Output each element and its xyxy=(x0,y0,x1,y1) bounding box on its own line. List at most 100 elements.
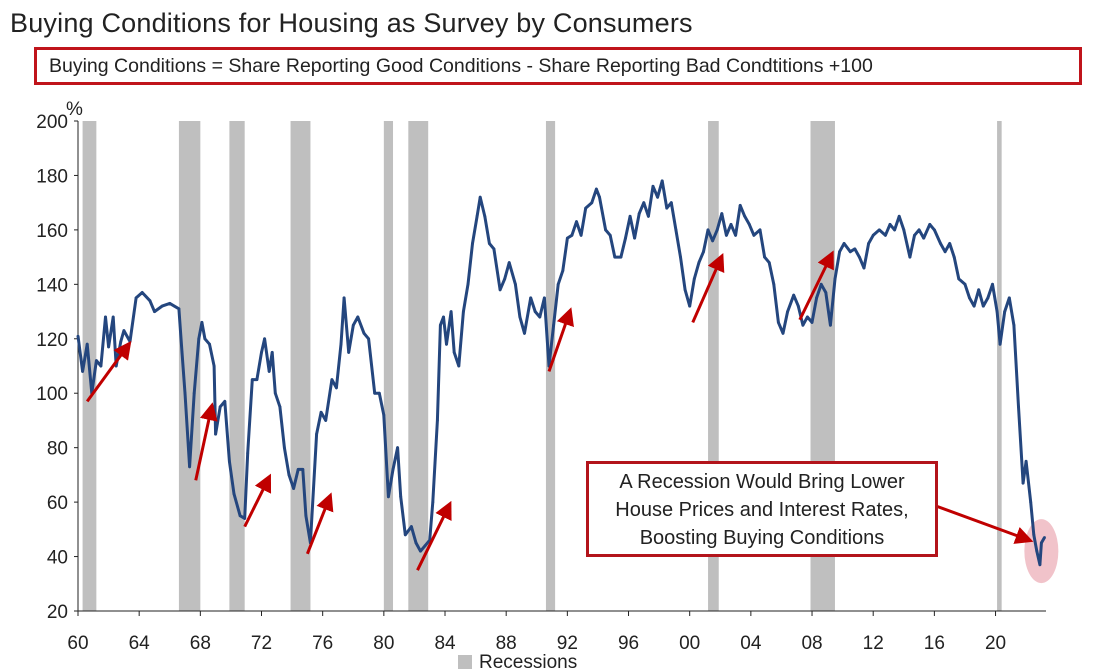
data-point xyxy=(556,282,560,286)
recession-band xyxy=(383,121,394,611)
recovery-arrow xyxy=(85,340,132,403)
data-point xyxy=(273,391,277,395)
data-point xyxy=(160,304,164,308)
data-point xyxy=(304,514,308,518)
data-point xyxy=(466,282,470,286)
recovery-arrow xyxy=(798,250,834,321)
data-point xyxy=(566,236,569,240)
data-point xyxy=(445,342,448,346)
data-point xyxy=(339,342,343,346)
data-point xyxy=(743,214,747,218)
data-point xyxy=(613,255,617,259)
data-point xyxy=(584,206,588,210)
recession-band xyxy=(997,121,1002,611)
data-point xyxy=(1024,459,1028,463)
data-point xyxy=(243,517,247,520)
y-tick-label: 120 xyxy=(36,330,68,351)
x-tick-label: 20 xyxy=(985,633,1006,654)
data-point xyxy=(642,201,646,205)
data-point xyxy=(212,364,216,368)
data-point xyxy=(478,195,482,199)
data-point xyxy=(902,228,906,232)
data-point xyxy=(134,296,138,300)
data-point xyxy=(1043,536,1046,539)
series-layer xyxy=(76,179,1046,567)
data-point xyxy=(292,487,295,490)
data-point xyxy=(665,206,669,210)
data-point xyxy=(387,495,390,499)
data-point xyxy=(423,544,427,548)
data-point xyxy=(488,242,491,245)
data-point xyxy=(810,321,814,324)
data-point xyxy=(373,391,377,395)
data-point xyxy=(153,310,156,313)
data-point xyxy=(471,242,474,245)
data-point xyxy=(720,212,724,216)
recession-band xyxy=(290,121,311,611)
data-point xyxy=(913,233,916,237)
data-point xyxy=(228,459,231,463)
data-point xyxy=(1007,296,1011,300)
data-point xyxy=(604,228,607,232)
data-point xyxy=(948,242,952,245)
data-point xyxy=(893,228,896,232)
data-point xyxy=(538,315,542,319)
data-point xyxy=(396,446,399,450)
data-point xyxy=(168,302,172,305)
data-point xyxy=(968,296,971,300)
data-point xyxy=(867,242,870,245)
data-point xyxy=(711,239,714,243)
data-point xyxy=(792,293,796,297)
data-point xyxy=(815,296,818,300)
data-point xyxy=(838,250,841,254)
y-tick-label: 20 xyxy=(47,602,68,623)
data-point xyxy=(862,266,866,270)
data-point xyxy=(475,214,479,218)
x-tick-label: 12 xyxy=(863,633,884,654)
data-point xyxy=(335,386,338,390)
y-tick-label: 200 xyxy=(36,112,68,133)
data-point xyxy=(651,184,655,188)
data-point xyxy=(382,413,386,417)
data-point xyxy=(877,228,881,232)
data-point xyxy=(119,340,123,343)
data-point xyxy=(674,228,678,232)
data-point xyxy=(660,179,664,183)
data-point xyxy=(457,364,461,368)
data-point xyxy=(706,228,710,232)
data-point xyxy=(561,269,565,273)
y-tick-label: 60 xyxy=(47,493,68,514)
data-point xyxy=(312,487,315,490)
axes: 20 40 60 80 100 120 140 160 180 200% 60 64 68 72 76 80 8… xyxy=(36,99,1046,654)
data-point xyxy=(95,359,98,362)
x-tick-label: 04 xyxy=(740,633,762,654)
data-point xyxy=(1021,481,1025,485)
data-point xyxy=(734,233,737,237)
annotation-pointer-arrow xyxy=(935,504,1034,544)
data-point xyxy=(767,261,771,264)
data-point xyxy=(570,233,574,237)
data-point xyxy=(986,296,990,300)
data-point xyxy=(449,310,453,313)
data-point xyxy=(1012,323,1016,327)
data-point xyxy=(688,304,692,308)
data-point xyxy=(963,282,967,286)
data-point xyxy=(922,236,926,240)
data-point xyxy=(679,255,682,259)
annotation-line-3: Boosting Buying Conditions xyxy=(639,527,885,549)
data-point xyxy=(362,331,366,335)
data-point xyxy=(246,451,250,455)
recovery-arrow xyxy=(416,500,452,571)
x-tick-label: 88 xyxy=(496,633,517,654)
annotation-line-1: A Recession Would Bring Lower xyxy=(619,471,905,493)
x-tick-label: 64 xyxy=(129,633,151,654)
recession-band xyxy=(178,121,201,611)
data-point xyxy=(403,533,407,537)
data-point xyxy=(871,233,875,237)
recovery-arrow xyxy=(243,473,272,528)
data-point xyxy=(575,220,578,224)
data-point xyxy=(148,299,152,303)
data-point xyxy=(763,255,766,259)
data-point xyxy=(410,525,413,528)
